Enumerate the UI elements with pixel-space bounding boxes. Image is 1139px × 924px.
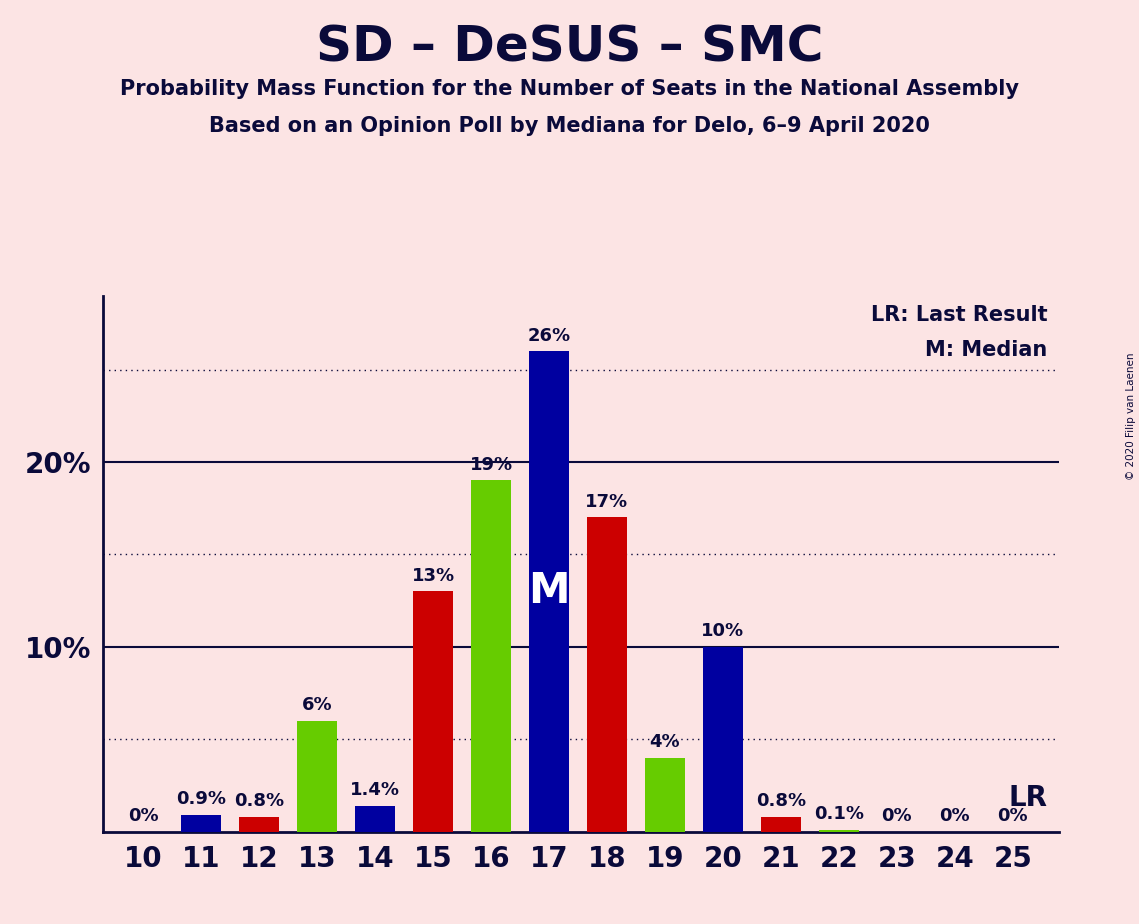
Text: M: Median: M: Median xyxy=(925,340,1048,360)
Text: 17%: 17% xyxy=(585,493,629,511)
Text: Based on an Opinion Poll by Mediana for Delo, 6–9 April 2020: Based on an Opinion Poll by Mediana for … xyxy=(210,116,929,136)
Text: 26%: 26% xyxy=(527,327,571,345)
Text: 0.8%: 0.8% xyxy=(756,793,806,810)
Text: 0%: 0% xyxy=(882,808,912,825)
Text: © 2020 Filip van Laenen: © 2020 Filip van Laenen xyxy=(1125,352,1136,480)
Bar xyxy=(354,806,395,832)
Bar xyxy=(528,351,570,832)
Text: 13%: 13% xyxy=(411,567,454,585)
Text: 19%: 19% xyxy=(469,456,513,474)
Text: 0.9%: 0.9% xyxy=(177,791,226,808)
Bar xyxy=(819,830,859,832)
Bar xyxy=(181,815,221,832)
Text: 0%: 0% xyxy=(128,808,158,825)
Bar xyxy=(703,647,744,832)
Text: 0%: 0% xyxy=(940,808,970,825)
Bar xyxy=(239,817,279,832)
Bar xyxy=(470,480,511,832)
Bar xyxy=(297,721,337,832)
Text: 1.4%: 1.4% xyxy=(350,782,400,799)
Bar xyxy=(587,517,628,832)
Text: 0.8%: 0.8% xyxy=(233,793,284,810)
Text: 4%: 4% xyxy=(649,734,680,751)
Text: LR: LR xyxy=(1009,784,1048,812)
Text: 0.1%: 0.1% xyxy=(814,806,863,823)
Bar xyxy=(412,591,453,832)
Text: 0%: 0% xyxy=(998,808,1029,825)
Text: SD – DeSUS – SMC: SD – DeSUS – SMC xyxy=(316,23,823,71)
Text: LR: Last Result: LR: Last Result xyxy=(871,305,1048,325)
Bar xyxy=(761,817,801,832)
Bar xyxy=(645,758,686,832)
Text: 6%: 6% xyxy=(302,697,333,714)
Text: M: M xyxy=(528,570,570,613)
Text: Probability Mass Function for the Number of Seats in the National Assembly: Probability Mass Function for the Number… xyxy=(120,79,1019,99)
Text: 10%: 10% xyxy=(702,623,745,640)
